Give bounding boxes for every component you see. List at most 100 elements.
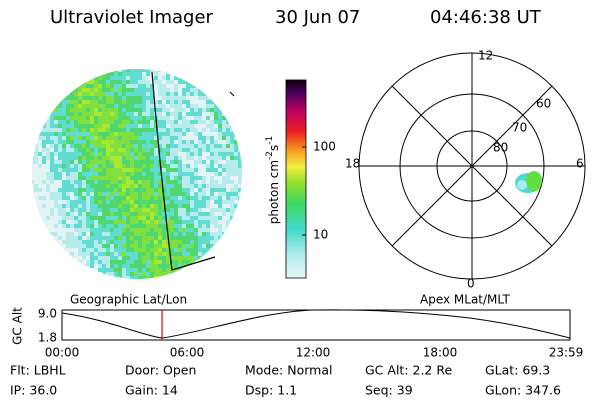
pixel [170,92,174,96]
pixel [178,220,182,224]
pixel [122,196,126,200]
pixel [50,148,54,152]
pixel [32,120,34,124]
pixel [94,124,98,128]
pixel [38,92,42,96]
pixel [158,204,162,208]
pixel [206,224,210,228]
pixel [122,272,126,276]
pixel [90,248,94,252]
info-field: Dsp: 1.1 [245,383,297,398]
pixel [190,92,194,96]
pixel [50,96,54,100]
pixel [234,180,238,184]
pixel [90,164,94,168]
pixel [206,152,210,156]
pixel [170,212,174,216]
pixel [218,152,222,156]
pixel [162,112,166,116]
pixel [86,172,90,176]
pixel [170,72,174,76]
pixel [238,124,242,128]
pixel [242,256,246,260]
pixel [130,248,134,252]
pixel [218,216,222,220]
pixel [214,140,218,144]
pixel [90,168,94,172]
pixel [54,220,58,224]
pixel [222,128,226,132]
pixel [170,152,174,156]
pixel [162,244,166,248]
pixel [222,252,226,256]
pixel [150,69,154,72]
pixel [110,100,114,104]
pixel [142,108,146,112]
pixel [78,124,82,128]
pixel [98,80,102,84]
pixel [62,260,66,264]
pixel [166,136,170,140]
pixel [32,188,34,192]
pixel [42,152,46,156]
pixel [130,196,134,200]
pixel [32,252,34,256]
pixel [110,236,114,240]
pixel [54,69,58,72]
pixel [174,120,178,124]
pixel [90,136,94,140]
pixel [58,128,62,132]
pixel [154,208,158,212]
pixel [230,168,234,172]
pixel [146,276,150,279]
pixel [226,172,230,176]
pixel [182,96,186,100]
pixel [122,144,126,148]
pixel [114,248,118,252]
pixel [198,276,202,279]
pixel [42,104,46,108]
pixel [166,264,170,268]
pixel [218,260,222,264]
pixel [170,176,174,180]
pixel [32,116,34,120]
pixel [42,236,46,240]
pixel [178,88,182,92]
pixel [190,220,194,224]
pixel [70,212,74,216]
pixel [110,148,114,152]
pixel [214,100,218,104]
pixel [86,224,90,228]
pixel [138,116,142,120]
pixel [86,80,90,84]
pixel [202,180,206,184]
pixel [62,104,66,108]
pixel [242,268,246,272]
pixel [182,140,186,144]
pixel [42,116,46,120]
pixel [118,140,122,144]
pixel [102,176,106,180]
pixel [62,156,66,160]
pixel [58,208,62,212]
pixel [170,124,174,128]
pixel [130,240,134,244]
pixel [206,148,210,152]
pixel [202,264,206,268]
pixel [62,224,66,228]
pixel [82,232,86,236]
pixel [202,76,206,80]
pixel [242,228,246,232]
pixel [42,136,46,140]
pixel [46,240,50,244]
pixel [130,84,134,88]
pixel [130,104,134,108]
pixel [226,120,230,124]
pixel [130,88,134,92]
pixel [42,144,46,148]
pixel [122,112,126,116]
pixel [170,108,174,112]
pixel [222,140,226,144]
pixel [214,272,218,276]
pixel [138,208,142,212]
